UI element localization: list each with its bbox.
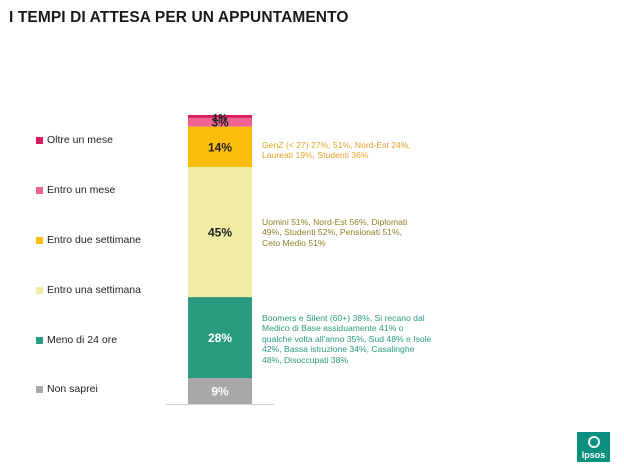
legend-item-entro-due-settimane: Entro due settimane	[36, 233, 141, 247]
logo-mark-inner	[590, 438, 598, 446]
legend-label: Oltre un mese	[47, 134, 113, 146]
bar-segment-entro-un-mese	[188, 117, 252, 127]
legend-item-entro-un-mese: Entro un mese	[36, 183, 115, 197]
data-label-oltre-un-mese: 1%	[213, 113, 228, 124]
legend-swatch	[36, 286, 43, 294]
ipsos-logo: Ipsos	[577, 432, 610, 462]
legend-swatch	[36, 385, 43, 393]
data-label-entro-un-mese: 3%	[211, 116, 229, 130]
bar-segment-meno-di-24-ore	[188, 297, 252, 378]
bar-segment-entro-due-settimane	[188, 126, 252, 168]
logo-text: Ipsos	[581, 450, 606, 460]
data-label-entro-due-settimane: 14%	[208, 140, 232, 154]
bar-segment-entro-una-settimana	[188, 167, 252, 298]
bar-segment-non-saprei	[188, 377, 252, 404]
legend-swatch	[36, 136, 43, 144]
legend-item-oltre-un-mese: Oltre un mese	[36, 133, 113, 147]
annotation-entro-una-settimana: Uomini 51%, Nord-Est 56%, Diplomati 49%,…	[262, 217, 408, 248]
data-label-meno-di-24-ore: 28%	[208, 331, 232, 345]
data-label-non-saprei: 9%	[211, 384, 229, 398]
legend-label: Entro due settimane	[47, 234, 141, 246]
legend-label: Entro una settimana	[47, 284, 141, 296]
legend-label: Non saprei	[47, 383, 98, 395]
chart-title: I TEMPI DI ATTESA PER UN APPUNTAMENTO	[9, 9, 349, 26]
bar-segment-oltre-un-mese	[188, 115, 252, 118]
legend-swatch	[36, 336, 43, 344]
legend-swatch	[36, 186, 43, 194]
legend-item-meno-di-24-ore: Meno di 24 ore	[36, 333, 117, 347]
annotation-entro-due-settimane: GenZ (< 27) 27%, 51%, Nord-Est 24%, Laur…	[262, 140, 411, 161]
legend-swatch	[36, 236, 43, 244]
legend-item-non-saprei: Non saprei	[36, 382, 98, 396]
legend-item-entro-una-settimana: Entro una settimana	[36, 283, 141, 297]
annotation-meno-di-24-ore: Boomers e Silent (60+) 38%, Si recano da…	[262, 313, 432, 365]
legend-label: Meno di 24 ore	[47, 334, 118, 346]
data-label-entro-una-settimana: 45%	[208, 226, 232, 240]
legend-label: Entro un mese	[47, 184, 116, 196]
